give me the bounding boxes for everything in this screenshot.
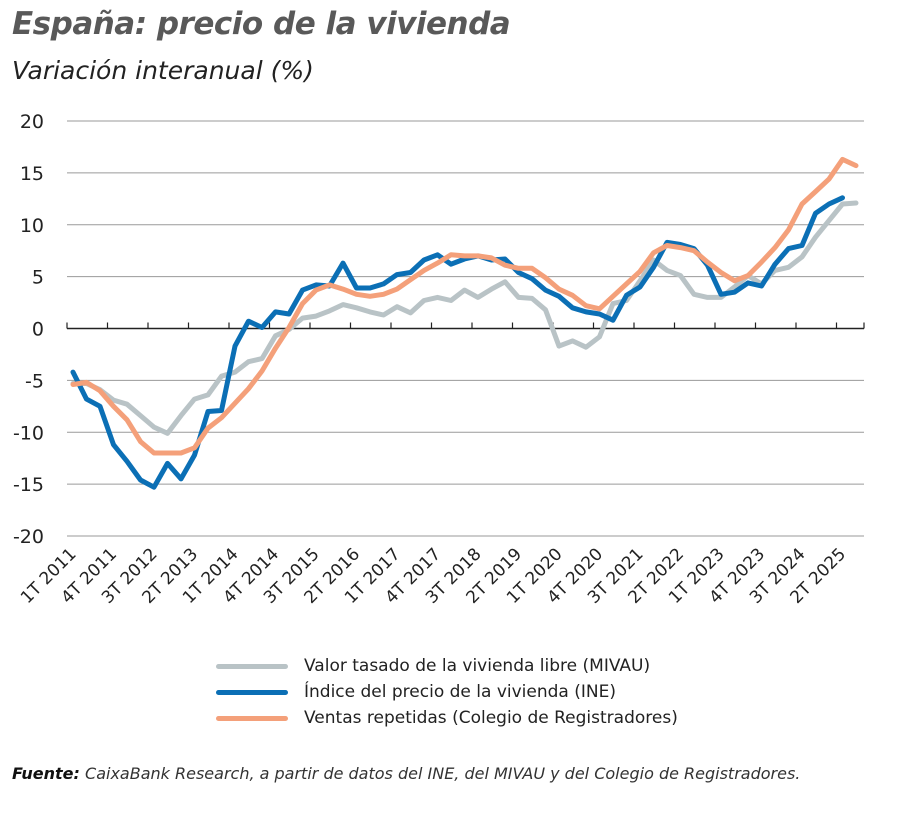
chart-title: España: precio de la vivienda	[12, 6, 511, 42]
chart-subtitle: Variación interanual (%)	[12, 56, 314, 85]
source-prefix: Fuente:	[12, 764, 80, 783]
y-tick-label: -5	[25, 370, 44, 392]
source-text: CaixaBank Research, a partir de datos de…	[79, 764, 801, 783]
legend-swatch-gray-line-icon	[216, 663, 288, 669]
y-tick-label: 0	[32, 319, 44, 341]
legend-swatch-orange-line-icon	[216, 715, 288, 721]
legend-item-registradores: Ventas repetidas (Colegio de Registrador…	[216, 705, 678, 731]
series-line-registradores	[70, 156, 859, 456]
y-tick-label: -15	[13, 474, 44, 496]
legend-label: Ventas repetidas (Colegio de Registrador…	[304, 708, 678, 728]
y-axis-tick-labels: 20 15 10 5 0 -5 -10 -15 -20	[13, 111, 44, 548]
y-tick-label: 5	[32, 267, 44, 289]
y-tick-label: -20	[13, 526, 44, 548]
legend-label: Valor tasado de la vivienda libre (MIVAU…	[304, 656, 651, 676]
y-tick-label: -10	[13, 422, 44, 444]
data-series	[70, 156, 859, 490]
series-line-ine	[70, 195, 845, 490]
y-tick-label: 10	[20, 215, 44, 237]
y-tick-label: 20	[20, 111, 44, 133]
y-tick-label: 15	[20, 163, 44, 185]
series-line-mivau	[70, 200, 859, 436]
legend-item-mivau: Valor tasado de la vivienda libre (MIVAU…	[216, 653, 678, 679]
source-note: Fuente: CaixaBank Research, a partir de …	[12, 764, 800, 783]
legend-item-ine: Índice del precio de la vivienda (INE)	[216, 679, 678, 705]
chart-legend: Valor tasado de la vivienda libre (MIVAU…	[216, 653, 678, 731]
legend-label: Índice del precio de la vivienda (INE)	[304, 682, 616, 702]
legend-swatch-blue-line-icon	[216, 689, 288, 695]
